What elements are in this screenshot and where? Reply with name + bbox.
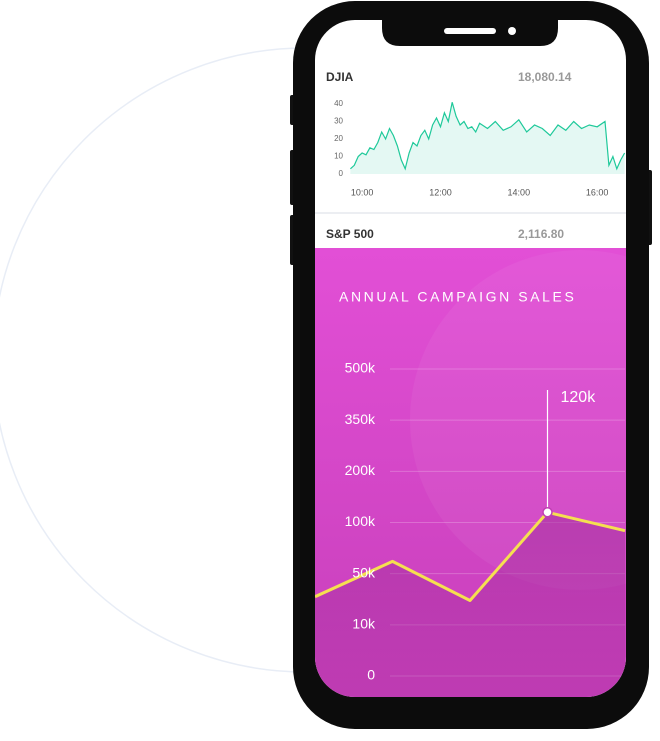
y-tick-label: 200k: [345, 462, 376, 478]
y-tick-label: 10: [334, 152, 343, 161]
ticker-price: 2,116.80: [518, 227, 564, 241]
area-fill: [350, 102, 625, 174]
x-tick-label: 14:00: [508, 187, 531, 197]
x-tick-label: 12:00: [429, 187, 452, 197]
y-tick-label: 30: [334, 117, 343, 126]
chart-title: ANNUAL CAMPAIGN SALES: [339, 289, 576, 305]
y-tick-label: 100k: [345, 513, 376, 529]
x-tick-label: 16:00: [586, 187, 609, 197]
y-tick-label: 0: [367, 667, 375, 683]
x-tick-label: 10:00: [351, 187, 374, 197]
ticker-name: S&P 500: [326, 227, 374, 241]
y-tick-label: 350k: [345, 411, 376, 427]
panel-glow: [410, 250, 626, 590]
ticker-price: 18,080.14: [518, 70, 572, 84]
value-label: 120k: [561, 389, 597, 406]
y-tick-label: 50k: [352, 564, 376, 580]
y-tick-label: 20: [334, 134, 343, 143]
screen: DJIA 18,080.14 S&P 500 2,116.80 ANNUAL C…: [315, 20, 626, 697]
y-tick-label: 0: [339, 169, 344, 178]
line: [349, 102, 626, 171]
y-tick-label: 10k: [352, 616, 376, 632]
y-tick-label: 500k: [345, 360, 376, 376]
line: [315, 510, 626, 602]
camera: [508, 27, 516, 35]
speaker: [444, 28, 496, 34]
point: [542, 507, 553, 518]
ticker-name: DJIA: [326, 70, 354, 84]
y-tick-label: 40: [334, 99, 343, 108]
area-fill: [315, 512, 625, 697]
